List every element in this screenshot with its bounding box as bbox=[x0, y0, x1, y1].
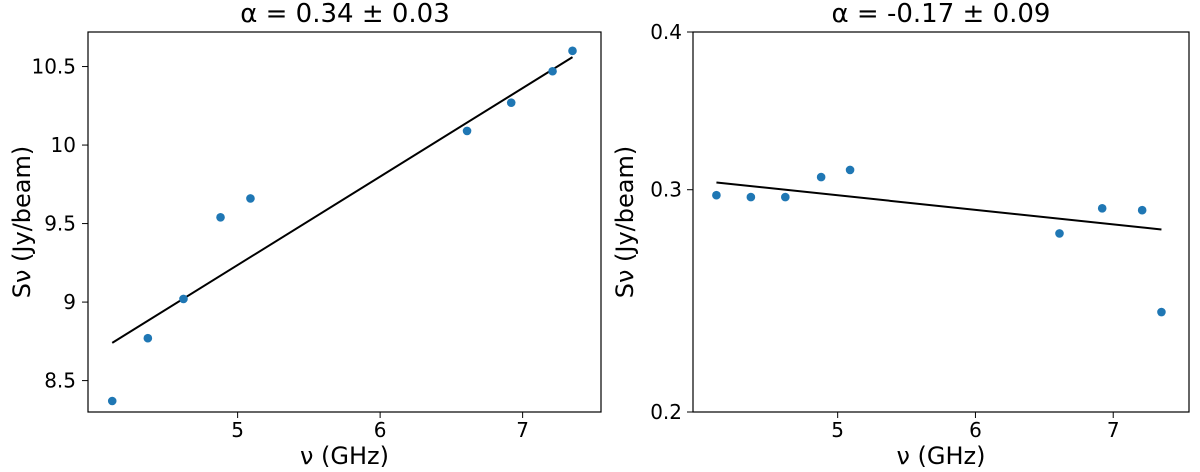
data-point bbox=[548, 66, 557, 76]
plot-frame bbox=[692, 31, 1190, 413]
plot-frame bbox=[87, 31, 602, 413]
data-point bbox=[781, 192, 790, 202]
chart-title: α = -0.17 ± 0.09 bbox=[832, 0, 1051, 29]
x-axis-label: ν (GHz) bbox=[300, 442, 389, 470]
chart-title: α = 0.34 ± 0.03 bbox=[240, 0, 450, 29]
x-tick-label: 6 bbox=[969, 418, 982, 442]
y-tick-label: 10 bbox=[51, 133, 76, 157]
data-point bbox=[845, 165, 855, 175]
data-point bbox=[179, 294, 188, 304]
y-axis-label: Sν (Jy/beam) bbox=[611, 146, 639, 298]
data-point bbox=[1097, 203, 1107, 213]
y-tick-label: 0.3 bbox=[650, 178, 682, 202]
x-tick-label: 6 bbox=[374, 418, 387, 442]
data-point bbox=[1055, 229, 1064, 238]
x-tick-label: 5 bbox=[831, 418, 844, 442]
data-point bbox=[506, 98, 516, 107]
x-axis-label: ν (GHz) bbox=[896, 442, 985, 470]
y-tick-label: 0.2 bbox=[650, 400, 682, 424]
data-point bbox=[216, 212, 225, 222]
x-tick-label: 7 bbox=[516, 418, 529, 442]
x-tick-label: 5 bbox=[231, 418, 244, 442]
y-tick-label: 0.4 bbox=[650, 20, 682, 44]
left-panel: 5 6 7 8.5 9 9.5 10 10.5 α = 0.34 ± 0.03 ν (GHz) Sν… bbox=[8, 0, 602, 470]
y-axis-label: Sν (Jy/beam) bbox=[8, 146, 36, 298]
data-point bbox=[712, 190, 721, 200]
fit-line bbox=[716, 181, 1162, 231]
data-point bbox=[143, 333, 153, 343]
x-tick-label: 7 bbox=[1107, 418, 1120, 442]
fit-line bbox=[111, 56, 574, 344]
data-point bbox=[462, 126, 472, 136]
data-point bbox=[246, 194, 255, 203]
data-point bbox=[1157, 307, 1166, 317]
y-tick-label: 8.5 bbox=[44, 369, 76, 393]
data-point bbox=[107, 396, 117, 406]
y-tick-label: 10.5 bbox=[31, 55, 76, 79]
right-panel: 5 6 7 0.2 0.3 0.4 α = -0.17 ± 0.09 ν (GHz) Sν (J… bbox=[611, 0, 1190, 470]
data-point bbox=[568, 46, 577, 56]
data-point bbox=[1137, 205, 1147, 215]
y-tick-label: 9.5 bbox=[44, 212, 76, 236]
data-point bbox=[816, 172, 826, 182]
data-point bbox=[746, 192, 756, 202]
y-tick-label: 9 bbox=[63, 290, 76, 314]
